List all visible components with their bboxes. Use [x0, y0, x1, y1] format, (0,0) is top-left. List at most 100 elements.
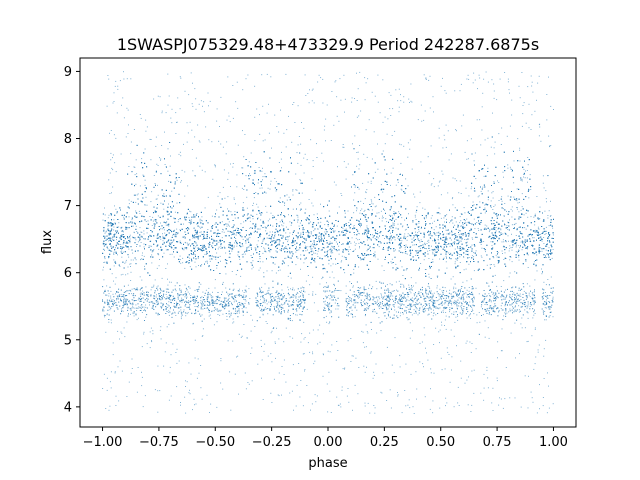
data-point: [164, 164, 166, 165]
data-point: [201, 264, 203, 265]
data-point: [105, 230, 107, 232]
data-point: [393, 222, 395, 224]
data-point: [145, 221, 147, 222]
data-point: [194, 254, 196, 256]
data-point: [435, 226, 437, 228]
data-point: [326, 246, 328, 248]
data-point: [219, 255, 221, 257]
data-point: [152, 216, 154, 218]
data-point: [315, 244, 317, 246]
data-point: [374, 238, 376, 239]
data-point: [523, 222, 525, 224]
data-point: [299, 204, 301, 206]
data-point: [535, 265, 537, 267]
data-point: [467, 221, 469, 223]
data-point: [249, 217, 251, 219]
data-point: [481, 256, 483, 258]
data-point: [370, 238, 372, 240]
data-point: [404, 219, 406, 221]
data-point: [391, 258, 393, 260]
data-point: [102, 243, 104, 245]
data-point: [542, 233, 544, 234]
data-point: [432, 250, 434, 251]
data-point: [424, 243, 426, 245]
data-point: [113, 265, 115, 267]
data-point: [318, 235, 320, 237]
data-point: [290, 224, 292, 226]
data-point: [244, 253, 246, 255]
data-point: [443, 233, 445, 235]
data-point: [354, 192, 356, 194]
data-point: [338, 206, 340, 208]
data-point: [176, 202, 178, 204]
data-point: [540, 233, 542, 235]
data-point: [344, 212, 346, 214]
data-point: [152, 220, 154, 222]
data-point: [194, 227, 195, 229]
data-point: [366, 250, 368, 252]
data-point: [426, 248, 427, 250]
data-point: [493, 238, 495, 240]
data-point: [343, 256, 345, 258]
data-point: [296, 214, 298, 216]
data-point: [401, 189, 403, 191]
data-point: [372, 203, 374, 205]
data-point: [468, 234, 470, 236]
data-point: [331, 251, 333, 252]
data-point: [501, 250, 503, 252]
data-point: [418, 229, 420, 230]
data-point: [232, 249, 234, 250]
data-point: [508, 240, 509, 242]
data-point: [509, 245, 511, 247]
data-point: [512, 245, 514, 247]
data-point: [187, 261, 188, 263]
data-point: [156, 163, 158, 165]
data-point: [182, 257, 184, 259]
data-point: [467, 253, 469, 255]
data-point: [518, 201, 520, 203]
data-point: [390, 236, 392, 238]
data-point: [209, 260, 211, 262]
data-point: [272, 216, 274, 218]
data-point: [341, 244, 343, 245]
data-point: [402, 252, 404, 254]
data-point: [477, 196, 479, 198]
data-point: [317, 228, 319, 230]
data-point: [115, 208, 117, 210]
data-point: [104, 232, 106, 234]
data-point: [269, 218, 271, 220]
data-point: [132, 236, 134, 238]
data-point: [317, 228, 319, 230]
data-point: [418, 226, 420, 228]
data-point: [231, 250, 233, 252]
data-point: [381, 217, 383, 219]
data-point: [497, 228, 499, 230]
data-point: [484, 227, 486, 229]
data-point: [295, 173, 297, 175]
data-point: [118, 244, 120, 245]
data-point: [149, 245, 151, 247]
data-point: [440, 246, 442, 248]
data-point: [235, 203, 236, 205]
data-point: [515, 222, 517, 224]
data-point: [412, 221, 414, 223]
data-point: [151, 262, 153, 264]
data-point: [189, 210, 191, 212]
data-point: [155, 170, 157, 172]
data-point: [428, 239, 430, 241]
data-point: [455, 259, 457, 261]
data-point: [216, 244, 218, 246]
data-point: [287, 241, 289, 243]
data-point: [386, 247, 388, 249]
data-point: [490, 206, 492, 208]
data-point: [109, 232, 111, 233]
data-point: [129, 242, 131, 244]
data-point: [314, 228, 316, 230]
data-point: [281, 151, 282, 153]
data-point: [201, 233, 203, 235]
data-point: [524, 177, 526, 179]
data-point: [426, 243, 428, 244]
data-point: [228, 256, 230, 258]
data-point: [295, 189, 297, 191]
